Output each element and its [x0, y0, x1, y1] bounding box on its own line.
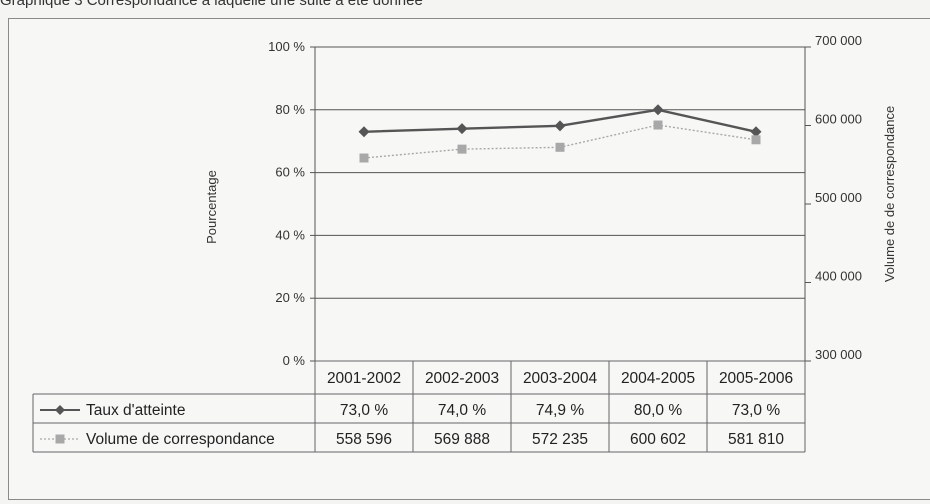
- table-value: 80,0 %: [634, 402, 682, 419]
- data-point: [555, 142, 565, 152]
- data-point: [653, 120, 663, 130]
- y-right-tick-label: 400 000: [815, 269, 862, 284]
- data-point: [652, 104, 664, 116]
- table-value: 74,9 %: [536, 402, 584, 419]
- y-right-tick-label: 300 000: [815, 347, 862, 362]
- table-value: 581 810: [728, 431, 784, 448]
- data-point: [554, 120, 566, 132]
- y-left-tick-label: 20 %: [275, 290, 305, 305]
- axes: 0 % 20 % 40 % 60 % 80 % 100 % 300 000 400 000 50…: [268, 33, 862, 368]
- gridlines: [315, 46, 805, 362]
- series-layer: [358, 104, 762, 163]
- y-left-tick-label: 40 %: [275, 227, 305, 242]
- legend-series-name: Taux d'atteinte: [86, 402, 185, 419]
- x-category-label: 2002-2003: [425, 370, 499, 387]
- y-right-tick-label: 600 000: [815, 112, 862, 127]
- y-left-tick-label: 100 %: [268, 39, 305, 54]
- table-value: 572 235: [532, 431, 588, 448]
- data-table: 2001-2002 2002-2003 2003-2004 2004-2005 2005…: [32, 360, 806, 453]
- legend-series-name: Volume de correspondance: [86, 431, 275, 448]
- y-left-tick-label: 80 %: [275, 102, 305, 117]
- chart-frame: [8, 18, 930, 500]
- data-point: [750, 126, 762, 138]
- data-point: [456, 123, 468, 135]
- legend-marker: [55, 405, 65, 415]
- table-value: 74,0 %: [438, 402, 486, 419]
- legend-marker: [55, 434, 65, 444]
- y-axis-right-title: Volume de de correspondance: [882, 106, 897, 282]
- x-category-label: 2004-2005: [621, 370, 695, 387]
- table-value: 73,0 %: [732, 402, 780, 419]
- y-right-tick-label: 500 000: [815, 190, 862, 205]
- table-value: 569 888: [434, 431, 490, 448]
- data-point: [358, 126, 370, 138]
- figure-caption: Graphique 3 Correspondance à laquelle un…: [0, 0, 423, 9]
- y-right-tick-label: 700 000: [815, 33, 862, 48]
- x-category-label: 2003-2004: [523, 370, 598, 387]
- data-point: [359, 153, 369, 163]
- table-value: 600 602: [630, 431, 686, 448]
- data-point: [751, 135, 761, 145]
- table-value: 73,0 %: [340, 402, 388, 419]
- x-category-label: 2001-2002: [327, 370, 401, 387]
- y-left-tick-label: 0 %: [283, 353, 306, 368]
- y-left-tick-label: 60 %: [275, 165, 305, 180]
- x-category-label: 2005-2006: [719, 370, 793, 387]
- data-point: [457, 144, 467, 154]
- y-axis-left-title: Pourcentage: [204, 170, 219, 244]
- table-value: 558 596: [336, 431, 392, 448]
